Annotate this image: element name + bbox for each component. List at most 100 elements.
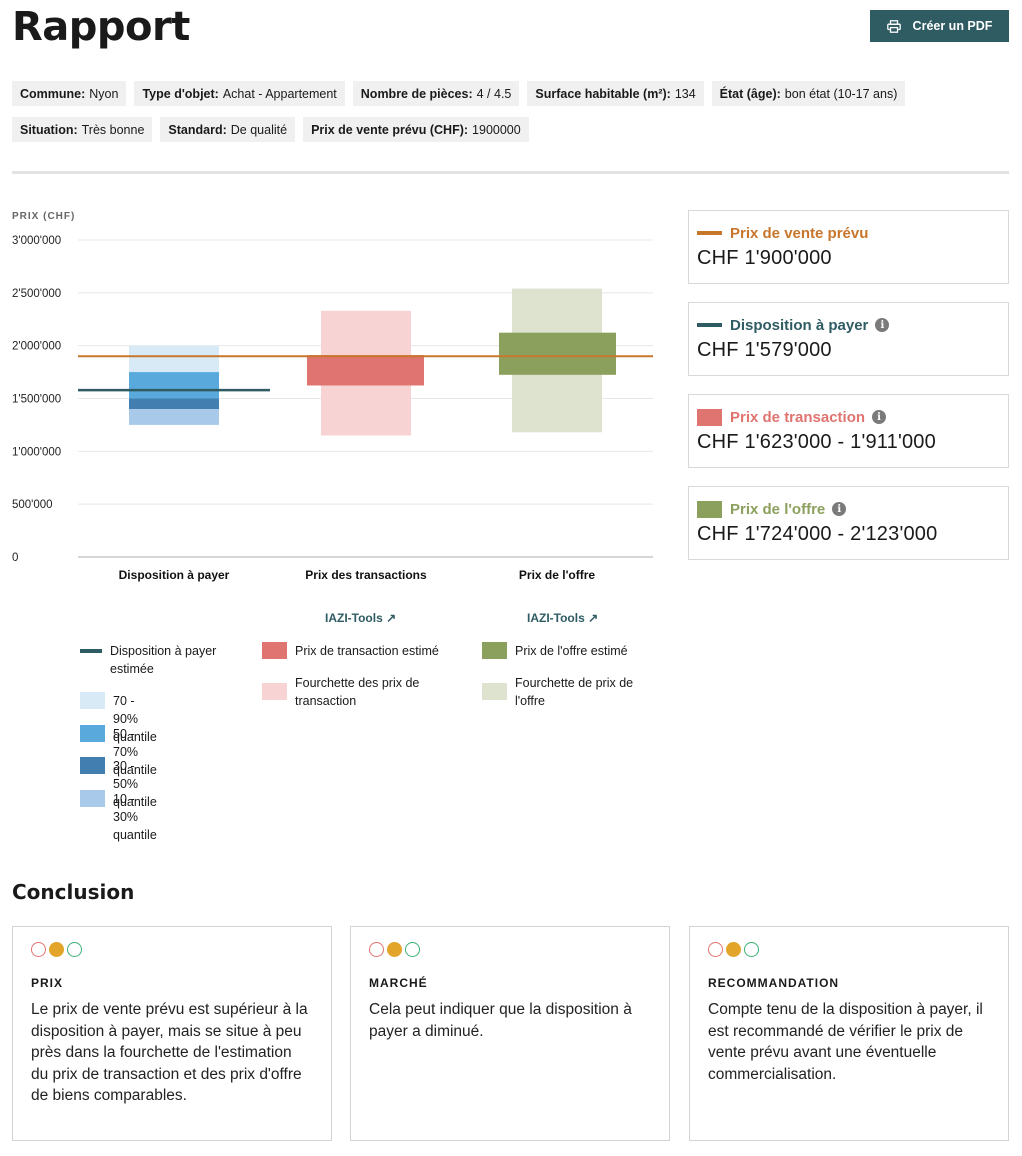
chip-living-area: Surface habitable (m²): 134 (527, 81, 704, 106)
conclusion-card-market: MARCHÉ Cela peut indiquer que la disposi… (350, 926, 670, 1141)
page-title: Rapport (12, 4, 190, 50)
card-value: CHF 1'579'000 (697, 339, 832, 361)
chip-label: Situation: (20, 122, 78, 137)
conclusion-card-price: PRIX Le prix de vente prévu est supérieu… (12, 926, 332, 1141)
x-category-label: Prix des transactions (305, 568, 427, 582)
info-icon[interactable]: i (832, 502, 847, 516)
green-dot-icon (405, 942, 420, 957)
parameter-row-2: Situation: Très bonne Standard: De qualité… (12, 117, 1012, 142)
chip-location: Situation: Très bonne (12, 117, 153, 142)
card-title-label: Prix de transaction (730, 408, 866, 426)
traffic-light-indicator (708, 942, 990, 957)
legend-label: 70 - 90% quantile (113, 694, 157, 744)
yellow-dot-icon (726, 942, 741, 957)
yellow-dot-icon (49, 942, 64, 957)
conclusion-heading: PRIX (31, 976, 64, 990)
yellow-dot-icon (387, 942, 402, 957)
legend-offer-estimate: Prix de l'offre estimé (482, 642, 657, 660)
traffic-light-indicator (31, 942, 313, 957)
legend-label: Prix de transaction estimé (295, 644, 439, 658)
card-marker (697, 500, 722, 518)
legend-label: Disposition à payer estimée (110, 644, 217, 676)
card-willingness-to-pay: Disposition à payer i CHF 1'579'000 (688, 302, 1009, 376)
legend-swatch (262, 642, 287, 659)
chip-standard: Standard: De qualité (160, 117, 296, 142)
legend-q10-30: 10 - 30% quantile (80, 790, 157, 844)
transaction-estimate-bar (307, 355, 424, 386)
chip-value: 1900000 (472, 122, 521, 137)
legend-transaction-estimate: Prix de transaction estimé (262, 642, 467, 660)
iazi-tools-link-offer[interactable]: IAZI-Tools ↗ (527, 611, 599, 625)
card-marker (697, 323, 722, 327)
value-cards: Prix de vente prévu CHF 1'900'000 Dispos… (688, 210, 1009, 578)
legend-swatch (80, 725, 105, 742)
create-pdf-button[interactable]: Créer un PDF (870, 10, 1009, 42)
create-pdf-label: Créer un PDF (912, 19, 993, 33)
legend-label: Fourchette de prix de l'offre (515, 676, 634, 708)
wtp-quantile-bar-2 (129, 398, 219, 410)
legend-label: Fourchette des prix de transaction (295, 676, 420, 708)
chip-value: Très bonne (81, 122, 145, 137)
chip-label: Nombre de pièces: (360, 86, 473, 101)
chip-rooms: Nombre de pièces: 4 / 4.5 (352, 81, 520, 106)
legend-swatch (80, 757, 105, 774)
card-transaction-price: Prix de transaction i CHF 1'623'000 - 1'… (688, 394, 1009, 468)
traffic-light-indicator (369, 942, 651, 957)
y-tick-label: 3'000'000 (12, 235, 61, 247)
wtp-quantile-bar-3 (129, 409, 219, 425)
legend-label: 10 - 30% quantile (113, 792, 157, 842)
card-value: CHF 1'724'000 - 2'123'000 (697, 523, 938, 545)
card-title: Prix de l'offre i (697, 498, 1000, 520)
wtp-quantile-bar-0 (129, 345, 219, 373)
card-title: Prix de vente prévu (697, 222, 1000, 244)
info-icon[interactable]: i (875, 318, 890, 332)
card-marker (697, 231, 722, 235)
chip-value: 134 (674, 86, 696, 101)
offer-estimate-bar (499, 332, 616, 375)
green-dot-icon (744, 942, 759, 957)
conclusion-text: Le prix de vente prévu est supérieur à l… (31, 1001, 308, 1105)
legend-label: Prix de l'offre estimé (515, 644, 628, 658)
red-dot-icon (369, 942, 384, 957)
legend-swatch (80, 692, 105, 709)
chip-label: Type d'objet: (142, 86, 219, 101)
iazi-tools-link-transactions[interactable]: IAZI-Tools ↗ (325, 611, 397, 625)
legend-swatch (482, 642, 507, 659)
section-divider (12, 171, 1009, 174)
red-dot-icon (708, 942, 723, 957)
legend-swatch (262, 683, 287, 700)
red-dot-icon (31, 942, 46, 957)
chip-label: Standard: (168, 122, 227, 137)
card-offer-price: Prix de l'offre i CHF 1'724'000 - 2'123'… (688, 486, 1009, 560)
legend-q30-50: 30 - 50% quantile (80, 757, 157, 811)
card-title: Prix de transaction i (697, 406, 1000, 428)
card-title-label: Prix de l'offre (730, 500, 826, 518)
y-axis-title: PRIX (CHF) (12, 211, 75, 222)
chip-planned-price: Prix de vente prévu (CHF): 1900000 (303, 117, 529, 142)
chip-label: Commune: (20, 86, 86, 101)
card-value: CHF 1'900'000 (697, 247, 832, 269)
legend-swatch (482, 683, 507, 700)
chip-value: Achat - Appartement (222, 86, 337, 101)
y-tick-label: 1'000'000 (12, 446, 61, 458)
legend-transaction-range: Fourchette des prix de transaction (262, 674, 442, 710)
card-value: CHF 1'623'000 - 1'911'000 (697, 431, 936, 453)
chip-label: Prix de vente prévu (CHF): (311, 122, 469, 137)
y-tick-label: 500'000 (12, 499, 53, 511)
legend-wtp-estimate: Disposition à payer estimée (80, 642, 250, 678)
card-title-label: Disposition à payer (730, 316, 869, 334)
info-icon[interactable]: i (872, 410, 887, 424)
card-title: Disposition à payer i (697, 314, 1000, 336)
y-tick-label: 0 (12, 552, 18, 564)
chip-commune: Commune: Nyon (12, 81, 127, 106)
legend-swatch (80, 649, 102, 653)
y-tick-label: 1'500'000 (12, 394, 61, 406)
green-dot-icon (67, 942, 82, 957)
chip-value: 4 / 4.5 (476, 86, 512, 101)
conclusion-text: Cela peut indiquer que la disposition à … (369, 1001, 632, 1040)
conclusion-heading: RECOMMANDATION (708, 976, 840, 990)
wtp-quantile-bar-1 (129, 372, 219, 399)
conclusion-heading: MARCHÉ (369, 976, 428, 990)
legend-offer-range: Fourchette de prix de l'offre (482, 674, 657, 710)
y-tick-label: 2'000'000 (12, 341, 61, 353)
